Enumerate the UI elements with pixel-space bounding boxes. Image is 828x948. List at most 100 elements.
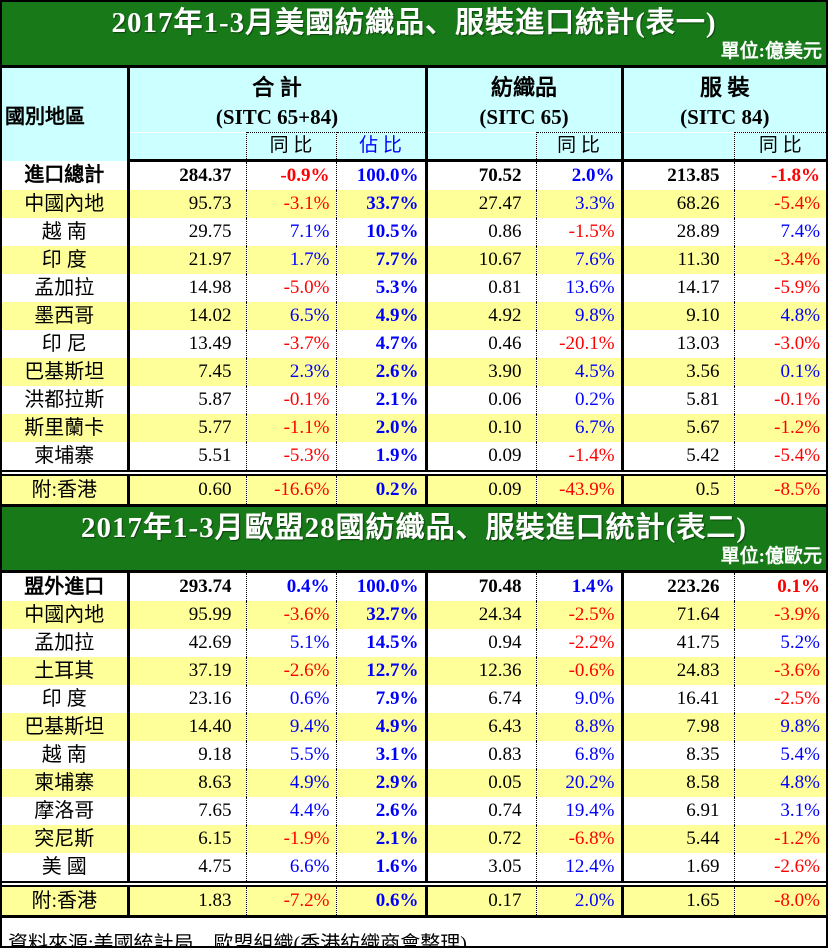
country-cell: 盟外進口 (2, 573, 130, 601)
share-cell: 0.2% (336, 470, 428, 504)
country-cell: 印 尼 (2, 330, 130, 358)
total-yoy-cell: -2.6% (246, 657, 337, 685)
textile-yoy-cell: -2.5% (536, 601, 624, 629)
textile-yoy-cell: 2.0% (536, 881, 624, 915)
clothing-value-cell: 41.75 (622, 629, 735, 657)
total-value-cell: 4.75 (128, 853, 247, 884)
textile-yoy-cell: 2.0% (536, 160, 624, 190)
country-cell: 附:香港 (2, 470, 130, 504)
table-row: 印 尼 13.49 -3.7% 4.7% 0.46 -20.1% 13.03 -3.0% (2, 330, 826, 358)
total-value-cell: 293.74 (128, 573, 247, 601)
total-yoy-cell: 0.4% (246, 573, 337, 601)
table-row: 摩洛哥 7.65 4.4% 2.6% 0.74 19.4% 6.91 3.1% (2, 797, 826, 825)
clothing-value-cell: 1.65 (622, 881, 735, 915)
clothing-yoy-cell: -2.6% (774, 856, 820, 877)
total-value-cell: 5.87 (128, 386, 247, 414)
textile-group-label: 紡織品 (491, 75, 558, 100)
total-yoy-cell: 9.4% (246, 713, 337, 741)
header-spacer (622, 132, 735, 162)
country-cell: 中國內地 (2, 190, 130, 218)
textile-yoy-cell: 3.3% (536, 190, 624, 218)
total-value-cell: 23.16 (128, 685, 247, 713)
clothing-value-cell: 1.69 (622, 853, 735, 884)
total-value-cell: 95.99 (128, 601, 247, 629)
table-row: 柬埔寨 5.51 -5.3% 1.9% 0.09 -1.4% 5.42 -5.4% (2, 442, 826, 473)
textile-value-cell: 0.83 (426, 741, 537, 769)
total-group-label: 合 計 (252, 75, 302, 100)
textile-yoy-cell: 19.4% (536, 797, 624, 825)
total-yoy-cell: 4.4% (246, 797, 337, 825)
textile-value-cell: 0.09 (426, 442, 537, 473)
table2-eu-imports: 盟外進口 293.74 0.4% 100.0% 70.48 1.4% 223.26 0.1% 中… (2, 573, 826, 915)
share-cell: 4.7% (336, 330, 428, 358)
country-cell: 巴基斯坦 (2, 713, 130, 741)
table-row: 附:香港 1.83 -7.2% 0.6% 0.17 2.0% 1.65 -8.0% (2, 881, 826, 915)
textile-yoy-cell: 12.4% (536, 853, 624, 884)
clothing-value-cell: 68.26 (622, 190, 735, 218)
total-yoy-cell: 4.9% (246, 769, 337, 797)
share-cell: 2.1% (336, 386, 428, 414)
table1-title: 2017年1-3月美國紡織品、服裝進口統計(表一) (111, 7, 717, 39)
clothing-yoy-cell: -1.2% (774, 828, 820, 849)
country-cell: 斯里蘭卡 (2, 414, 130, 442)
country-cell: 孟加拉 (2, 274, 130, 302)
textile-value-cell: 6.43 (426, 713, 537, 741)
total-value-cell: 7.45 (128, 358, 247, 386)
share-cell: 100.0% (336, 573, 428, 601)
clothing-yoy-cell: 9.8% (780, 716, 820, 737)
textile-yoy-cell: 0.2% (536, 386, 624, 414)
share-cell: 2.1% (336, 825, 428, 853)
table-row: 越 南 29.75 7.1% 10.5% 0.86 -1.5% 28.89 7.4% (2, 218, 826, 246)
source-note: 資料來源:美國統計局、歐盟組織(香港紡織商會整理) (2, 915, 826, 946)
total-yoy-cell: 6.6% (246, 853, 337, 884)
clothing-value-cell: 71.64 (622, 601, 735, 629)
total-value-cell: 284.37 (128, 160, 247, 190)
textile-value-cell: 0.81 (426, 274, 537, 302)
total-group-sitc: (SITC 65+84) (215, 105, 339, 129)
header-spacer (128, 132, 247, 162)
textile-yoy-header: 同 比 (535, 132, 624, 162)
clothing-yoy-cell: -1.8% (770, 165, 821, 186)
table-row: 附:香港 0.60 -16.6% 0.2% 0.09 -43.9% 0.5 -8.5% (2, 470, 826, 504)
clothing-value-cell: 11.30 (622, 246, 735, 274)
clothing-yoy-cell: -3.4% (774, 249, 821, 270)
textile-value-cell: 0.06 (426, 386, 537, 414)
textile-value-cell: 0.05 (426, 769, 537, 797)
table2-title-bar: 2017年1-3月歐盟28國紡織品、服裝進口統計(表二) 單位:億歐元 (2, 504, 826, 573)
table2-title: 2017年1-3月歐盟28國紡織品、服裝進口統計(表二) (81, 512, 747, 544)
clothing-yoy-cell: -3.6% (774, 660, 820, 681)
clothing-value-cell: 13.03 (622, 330, 735, 358)
textile-value-cell: 10.67 (426, 246, 537, 274)
clothing-value-cell: 28.89 (622, 218, 735, 246)
clothing-group-sitc: (SITC 84) (680, 105, 770, 129)
textile-value-cell: 0.10 (426, 414, 537, 442)
clothing-yoy-cell: 5.4% (780, 744, 820, 765)
share-cell: 7.9% (336, 685, 428, 713)
clothing-value-cell: 5.81 (622, 386, 735, 414)
clothing-yoy-cell: -5.4% (774, 193, 821, 214)
clothing-yoy-cell: 3.1% (780, 800, 820, 821)
table-row: 美 國 4.75 6.6% 1.6% 3.05 12.4% 1.69 -2.6% (2, 853, 826, 884)
country-cell: 印 度 (2, 246, 130, 274)
table1-unit-label: 單位:億美元 (720, 41, 822, 62)
table-row: 孟加拉 42.69 5.1% 14.5% 0.94 -2.2% 41.75 5.2% (2, 629, 826, 657)
clothing-yoy-cell: 0.1% (780, 361, 821, 382)
total-yoy-cell: 6.5% (246, 302, 337, 330)
clothing-value-cell: 16.41 (622, 685, 735, 713)
total-value-cell: 1.83 (128, 881, 247, 915)
textile-yoy-cell: -43.9% (536, 470, 624, 504)
table-row: 中國內地 95.99 -3.6% 32.7% 24.34 -2.5% 71.64 -3.9% (2, 601, 826, 629)
total-value-cell: 14.40 (128, 713, 247, 741)
share-cell: 3.1% (336, 741, 428, 769)
textile-value-cell: 0.72 (426, 825, 537, 853)
clothing-yoy-cell: -5.4% (774, 445, 821, 466)
country-cell: 附:香港 (2, 881, 130, 915)
total-yoy-cell: 7.1% (246, 218, 337, 246)
clothing-value-cell: 3.56 (622, 358, 735, 386)
total-value-cell: 5.77 (128, 414, 247, 442)
total-value-cell: 21.97 (128, 246, 247, 274)
clothing-value-cell: 14.17 (622, 274, 735, 302)
share-cell: 12.7% (336, 657, 428, 685)
share-cell: 10.5% (336, 218, 428, 246)
textile-value-cell: 27.47 (426, 190, 537, 218)
